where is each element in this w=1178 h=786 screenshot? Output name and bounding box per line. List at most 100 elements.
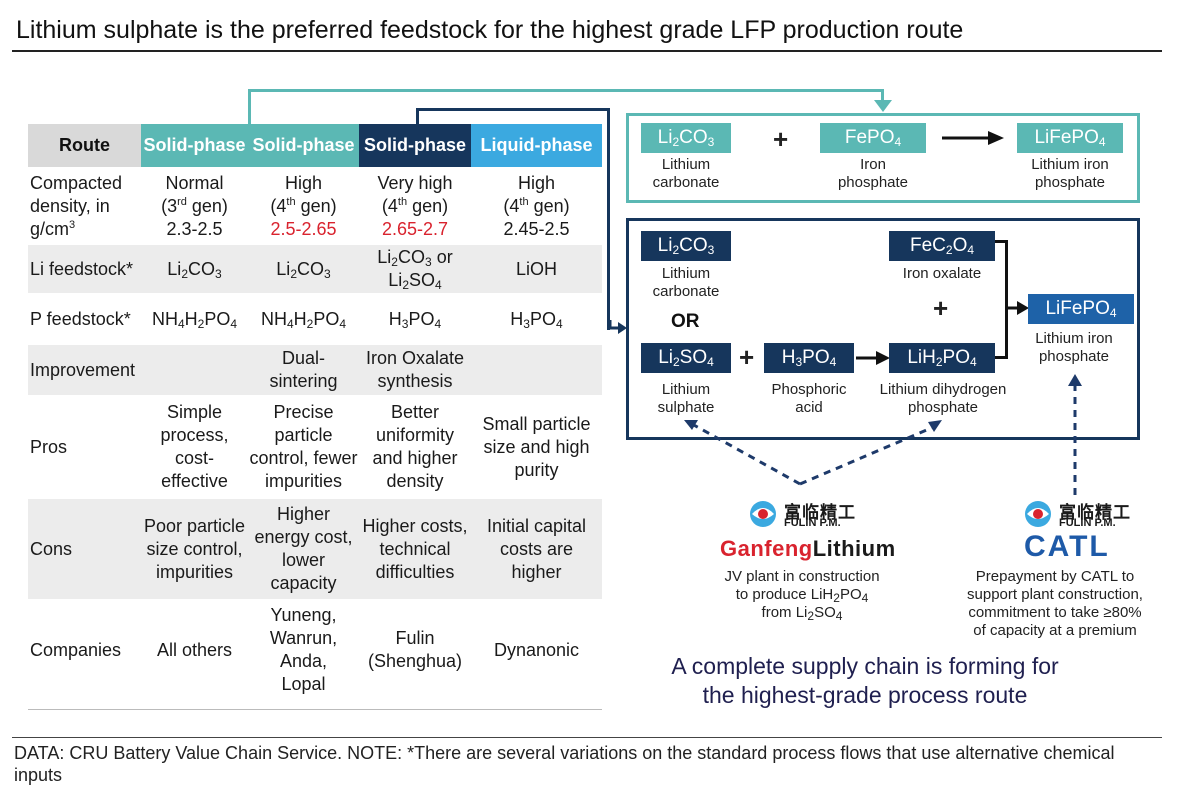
- solid-phase-route-box: [626, 113, 1140, 203]
- navy-connector-down: [607, 108, 610, 330]
- ganfeng-logo: GanfengLithium: [720, 536, 896, 561]
- p-feedstock-cell: NH4H2PO4: [141, 294, 248, 345]
- h3po4-caption: Phosphoric acid: [771, 381, 847, 416]
- li2so4-caption: Lithium sulphate: [657, 381, 715, 416]
- density-cell: High (4th gen) 2.45-2.5: [471, 168, 602, 245]
- p-feedstock-cell: H3PO4: [471, 294, 602, 345]
- fec2o4-caption: Iron oxalate: [902, 265, 982, 282]
- title-divider: [12, 50, 1162, 52]
- improvement-cell: [471, 344, 602, 397]
- or-label: OR: [671, 311, 700, 332]
- companies-cell: Fulin (Shenghua): [359, 600, 471, 701]
- p-feedstock-row: P feedstock* NH4H2PO4 NH4H2PO4 H3PO4 H3P…: [28, 294, 602, 345]
- pros-cell: Precise particle control, fewer impurities: [248, 396, 359, 499]
- li-feedstock-cell: Li2CO3: [141, 244, 248, 295]
- lifepo4-chip-bottom: LiFePO4: [1028, 294, 1134, 324]
- li-feedstock-cell: LiOH: [471, 244, 602, 295]
- navy-arrowhead: [608, 320, 627, 334]
- pros-cell: Better uniformity and higher density: [359, 396, 471, 499]
- teal-connector-down: [881, 89, 884, 103]
- li2co3-caption-bottom: Lithium carbonate: [652, 265, 720, 300]
- density-label-line: Compacted: [30, 172, 123, 193]
- density-label: Compacted density, in g/cm3: [28, 168, 141, 245]
- header-route: Route: [28, 124, 141, 169]
- improvement-label: Improvement: [28, 344, 141, 397]
- li-feedstock-label: Li feedstock*: [28, 244, 141, 295]
- li-feedstock-row: Li feedstock* Li2CO3 Li2CO3 Li2CO3 or Li2…: [28, 244, 602, 295]
- dashed-arrows: [684, 374, 1082, 495]
- density-cell: High (4th gen) 2.5-2.65: [248, 168, 359, 245]
- cons-cell: Poor particle size control, impurities: [141, 498, 248, 601]
- plus-sign-top: +: [773, 124, 789, 154]
- fepo4-caption: Iron phosphate: [837, 156, 909, 191]
- footer-divider: [12, 737, 1162, 738]
- teal-arrowhead: [874, 100, 892, 112]
- fulin-logo-text-zh: 富临精工: [784, 503, 856, 522]
- fec2o4-chip: FeC2O4: [889, 231, 995, 261]
- page-title: Lithium sulphate is the preferred feedst…: [16, 16, 964, 44]
- oxalate-route-box: [626, 218, 1140, 440]
- fulin-logo-icon: [750, 501, 776, 527]
- plus-sign-bottom-vertical: +: [933, 293, 949, 323]
- lih2po4-caption: Lithium dihydrogen phosphate: [879, 381, 1007, 416]
- route-comparison-table: Route Solid-phase Solid-phase Solid-phas…: [28, 124, 602, 701]
- teal-connector-vertical: [248, 89, 251, 125]
- li2co3-chip-bottom: Li2CO3: [641, 231, 731, 261]
- p-feedstock-label: P feedstock*: [28, 294, 141, 345]
- pros-cell: Simple process, cost-effective: [141, 396, 248, 499]
- fepo4-chip: FePO4: [820, 123, 926, 153]
- lifepo4-chip-top: LiFePO4: [1017, 123, 1123, 153]
- arrow-to-lih2po4: [856, 351, 890, 365]
- density-label-line: g/cm3: [30, 218, 76, 239]
- header-solid-phase-1: Solid-phase: [141, 124, 248, 169]
- cons-row: Cons Poor particle size control, impuritie…: [28, 498, 602, 601]
- density-cell: Normal (3rd gen) 2.3-2.5: [141, 168, 248, 245]
- li2co3-chip-top: Li2CO3: [641, 123, 731, 153]
- lifepo4-caption-top: Lithium iron phosphate: [1031, 156, 1109, 191]
- cons-cell: Higher energy cost, lower capacity: [248, 498, 359, 601]
- supply-chain-tagline: A complete supply chain is forming for t…: [671, 653, 1059, 708]
- li2co3-caption-top: Lithium carbonate: [652, 156, 720, 191]
- lifepo4-caption-bottom: Lithium iron phosphate: [1035, 330, 1113, 365]
- bracket-bottom-horizontal: [995, 356, 1007, 359]
- arrow-to-lfp-bottom: [1007, 301, 1029, 315]
- teal-connector-horizontal: [248, 89, 884, 92]
- catl-logo: CATL: [1024, 530, 1110, 563]
- header-liquid-phase: Liquid-phase: [471, 124, 602, 169]
- density-row: Compacted density, in g/cm3 Normal (3rd …: [28, 168, 602, 245]
- navy-connector-vertical: [416, 108, 419, 125]
- companies-cell: All others: [141, 600, 248, 701]
- density-cell: Very high (4th gen) 2.65-2.7: [359, 168, 471, 245]
- li-feedstock-cell: Li2CO3: [248, 244, 359, 295]
- pros-cell: Small particle size and high purity: [471, 396, 602, 499]
- catl-note: Prepayment by CATL to support plant cons…: [967, 568, 1143, 639]
- navy-connector-horizontal: [416, 108, 610, 111]
- source-note: DATA: CRU Battery Value Chain Service. N…: [14, 743, 1115, 785]
- cons-cell: Higher costs, technical difficulties: [359, 498, 471, 601]
- plus-sign-bottom: +: [739, 342, 755, 372]
- cons-label: Cons: [28, 498, 141, 601]
- density-label-line: density, in: [30, 195, 110, 216]
- companies-label: Companies: [28, 600, 141, 701]
- improvement-row: Improvement Dual-sintering Iron Oxalate s…: [28, 344, 602, 397]
- fulin-logo-text-en: FULIN P.M.: [784, 517, 841, 529]
- bracket-top-horizontal: [995, 240, 1007, 243]
- p-feedstock-cell: NH4H2PO4: [248, 294, 359, 345]
- bracket-vertical: [1005, 240, 1008, 359]
- header-solid-phase-2: Solid-phase: [248, 124, 359, 169]
- li2so4-chip: Li2SO4: [641, 343, 731, 373]
- fulin-logo-icon-2: [1025, 501, 1051, 527]
- header-row: Route Solid-phase Solid-phase Solid-phas…: [28, 124, 602, 169]
- improvement-cell: Dual-sintering: [248, 344, 359, 397]
- table-bottom-rule: [28, 709, 602, 710]
- ganfeng-note: JV plant in construction to produce LiH2…: [724, 568, 880, 623]
- h3po4-chip: H3PO4: [764, 343, 854, 373]
- companies-cell: Yuneng, Wanrun, Anda, Lopal: [248, 600, 359, 701]
- pros-row: Pros Simple process, cost-effective Precis…: [28, 396, 602, 499]
- companies-row: Companies All others Yuneng, Wanrun, Anda,…: [28, 600, 602, 701]
- improvement-cell: [141, 344, 248, 397]
- lih2po4-chip: LiH2PO4: [889, 343, 995, 373]
- arrow-to-lfp-top: [942, 131, 1004, 145]
- li-feedstock-cell: Li2CO3 or Li2SO4: [359, 244, 471, 295]
- fulin-logo-text-en-2: FULIN P.M.: [1059, 517, 1116, 529]
